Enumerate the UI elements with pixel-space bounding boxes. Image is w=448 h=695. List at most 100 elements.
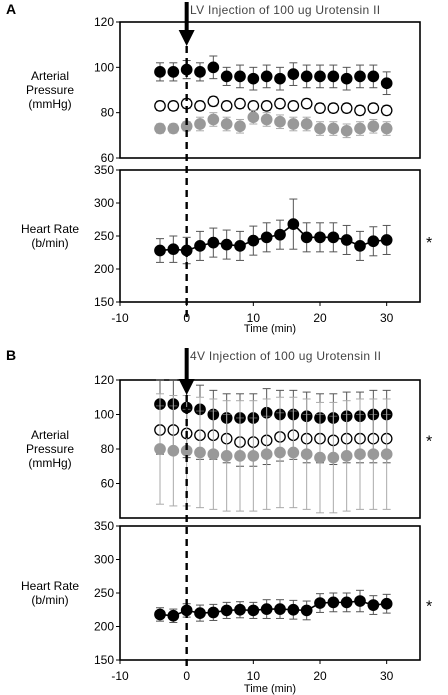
- data-point: [287, 100, 300, 112]
- data-point: [300, 118, 313, 130]
- data-point: [247, 100, 260, 112]
- injection-arrow-head: [178, 379, 195, 395]
- x-tick-label: 20: [313, 311, 327, 325]
- data-point: [234, 120, 246, 133]
- significance-marker: *: [426, 599, 432, 616]
- data-point: [220, 238, 233, 251]
- data-point: [354, 70, 366, 83]
- x-tick-label: -10: [111, 669, 129, 683]
- data-point: [274, 115, 286, 128]
- y-axis-label: Heart Rate: [21, 579, 79, 593]
- series-filled-gray: [154, 109, 393, 139]
- series-filled-black: [154, 55, 393, 96]
- data-point: [247, 111, 260, 124]
- y-axis-label: (mmHg): [28, 97, 71, 111]
- data-point: [367, 599, 380, 611]
- data-point: [207, 606, 220, 619]
- x-tick-label: 0: [183, 311, 190, 325]
- data-point: [220, 70, 233, 83]
- data-point: [340, 234, 353, 246]
- data-point: [380, 104, 393, 117]
- y-tick-label: 100: [94, 408, 114, 422]
- data-point: [367, 102, 380, 114]
- y-tick-label: 60: [101, 151, 115, 165]
- data-point: [314, 231, 326, 244]
- data-point: [314, 451, 326, 464]
- data-point: [154, 608, 166, 621]
- data-point: [314, 122, 326, 135]
- data-point: [327, 102, 340, 114]
- y-axis-label: (mmHg): [28, 456, 71, 470]
- y-axis-label: (b/min): [31, 593, 68, 607]
- data-point: [247, 72, 260, 85]
- data-point: [287, 68, 300, 80]
- data-point: [207, 95, 220, 108]
- data-point: [234, 603, 246, 616]
- data-point: [220, 450, 233, 462]
- x-axis-label: Time (min): [244, 323, 296, 335]
- x-tick-label: 20: [313, 669, 327, 683]
- data-point: [167, 243, 180, 256]
- data-point: [274, 603, 286, 615]
- data-point: [340, 102, 353, 114]
- data-point: [167, 444, 180, 457]
- y-axis-label: (b/min): [31, 236, 68, 250]
- y-tick-label: 100: [94, 60, 114, 74]
- data-point: [340, 596, 353, 609]
- data-point: [167, 100, 180, 112]
- subplot-heart-rate: 150 200 250 300 350 Heart Rate(b/min) *: [21, 519, 432, 667]
- injection-annotation: LV Injection of 100 ug Urotensin II: [190, 3, 380, 17]
- y-tick-label: 80: [101, 106, 115, 120]
- data-point: [194, 100, 206, 112]
- y-tick-label: 150: [94, 295, 114, 309]
- data-point: [380, 122, 393, 135]
- data-point: [260, 100, 273, 112]
- data-point: [367, 448, 380, 461]
- data-point: [274, 97, 286, 110]
- x-tick-label: 10: [247, 311, 261, 325]
- y-tick-label: 200: [94, 620, 114, 634]
- data-point: [194, 607, 206, 619]
- data-point: [314, 597, 326, 609]
- data-point: [300, 70, 313, 83]
- y-tick-label: 120: [94, 15, 114, 29]
- y-tick-label: 250: [94, 586, 114, 600]
- data-point: [154, 100, 166, 112]
- x-axis-label: Time (min): [244, 683, 296, 695]
- data-point: [247, 450, 260, 462]
- data-point: [327, 231, 340, 244]
- data-point: [367, 120, 380, 133]
- data-point: [220, 604, 233, 617]
- series-open: [154, 95, 393, 117]
- x-tick-label: 0: [183, 669, 190, 683]
- data-point: [234, 240, 246, 252]
- data-point: [234, 97, 246, 110]
- data-point: [247, 234, 260, 247]
- data-point: [380, 597, 393, 610]
- data-point: [340, 124, 353, 137]
- plot-frame: [119, 525, 421, 661]
- data-point: [274, 228, 286, 241]
- y-tick-label: 350: [94, 163, 114, 177]
- data-point: [380, 77, 393, 90]
- x-tick-label: -10: [111, 311, 129, 325]
- data-point: [300, 231, 313, 244]
- subplot-heart-rate: 150 200 250 300 350 Heart Rate(b/min) *: [21, 163, 432, 309]
- data-point: [260, 231, 273, 244]
- data-point: [287, 446, 300, 459]
- data-point: [194, 446, 206, 459]
- data-point: [207, 113, 220, 126]
- data-point: [327, 70, 340, 83]
- data-point: [367, 70, 380, 83]
- data-point: [247, 604, 260, 617]
- data-point: [194, 66, 206, 78]
- data-point: [354, 240, 366, 252]
- data-point: [314, 102, 326, 114]
- injection-annotation: 4V Injection of 100 ug Urotensin II: [190, 349, 381, 363]
- data-point: [300, 448, 313, 461]
- data-point: [220, 118, 233, 130]
- data-point: [300, 97, 313, 110]
- data-point: [287, 603, 300, 616]
- data-point: [207, 236, 220, 249]
